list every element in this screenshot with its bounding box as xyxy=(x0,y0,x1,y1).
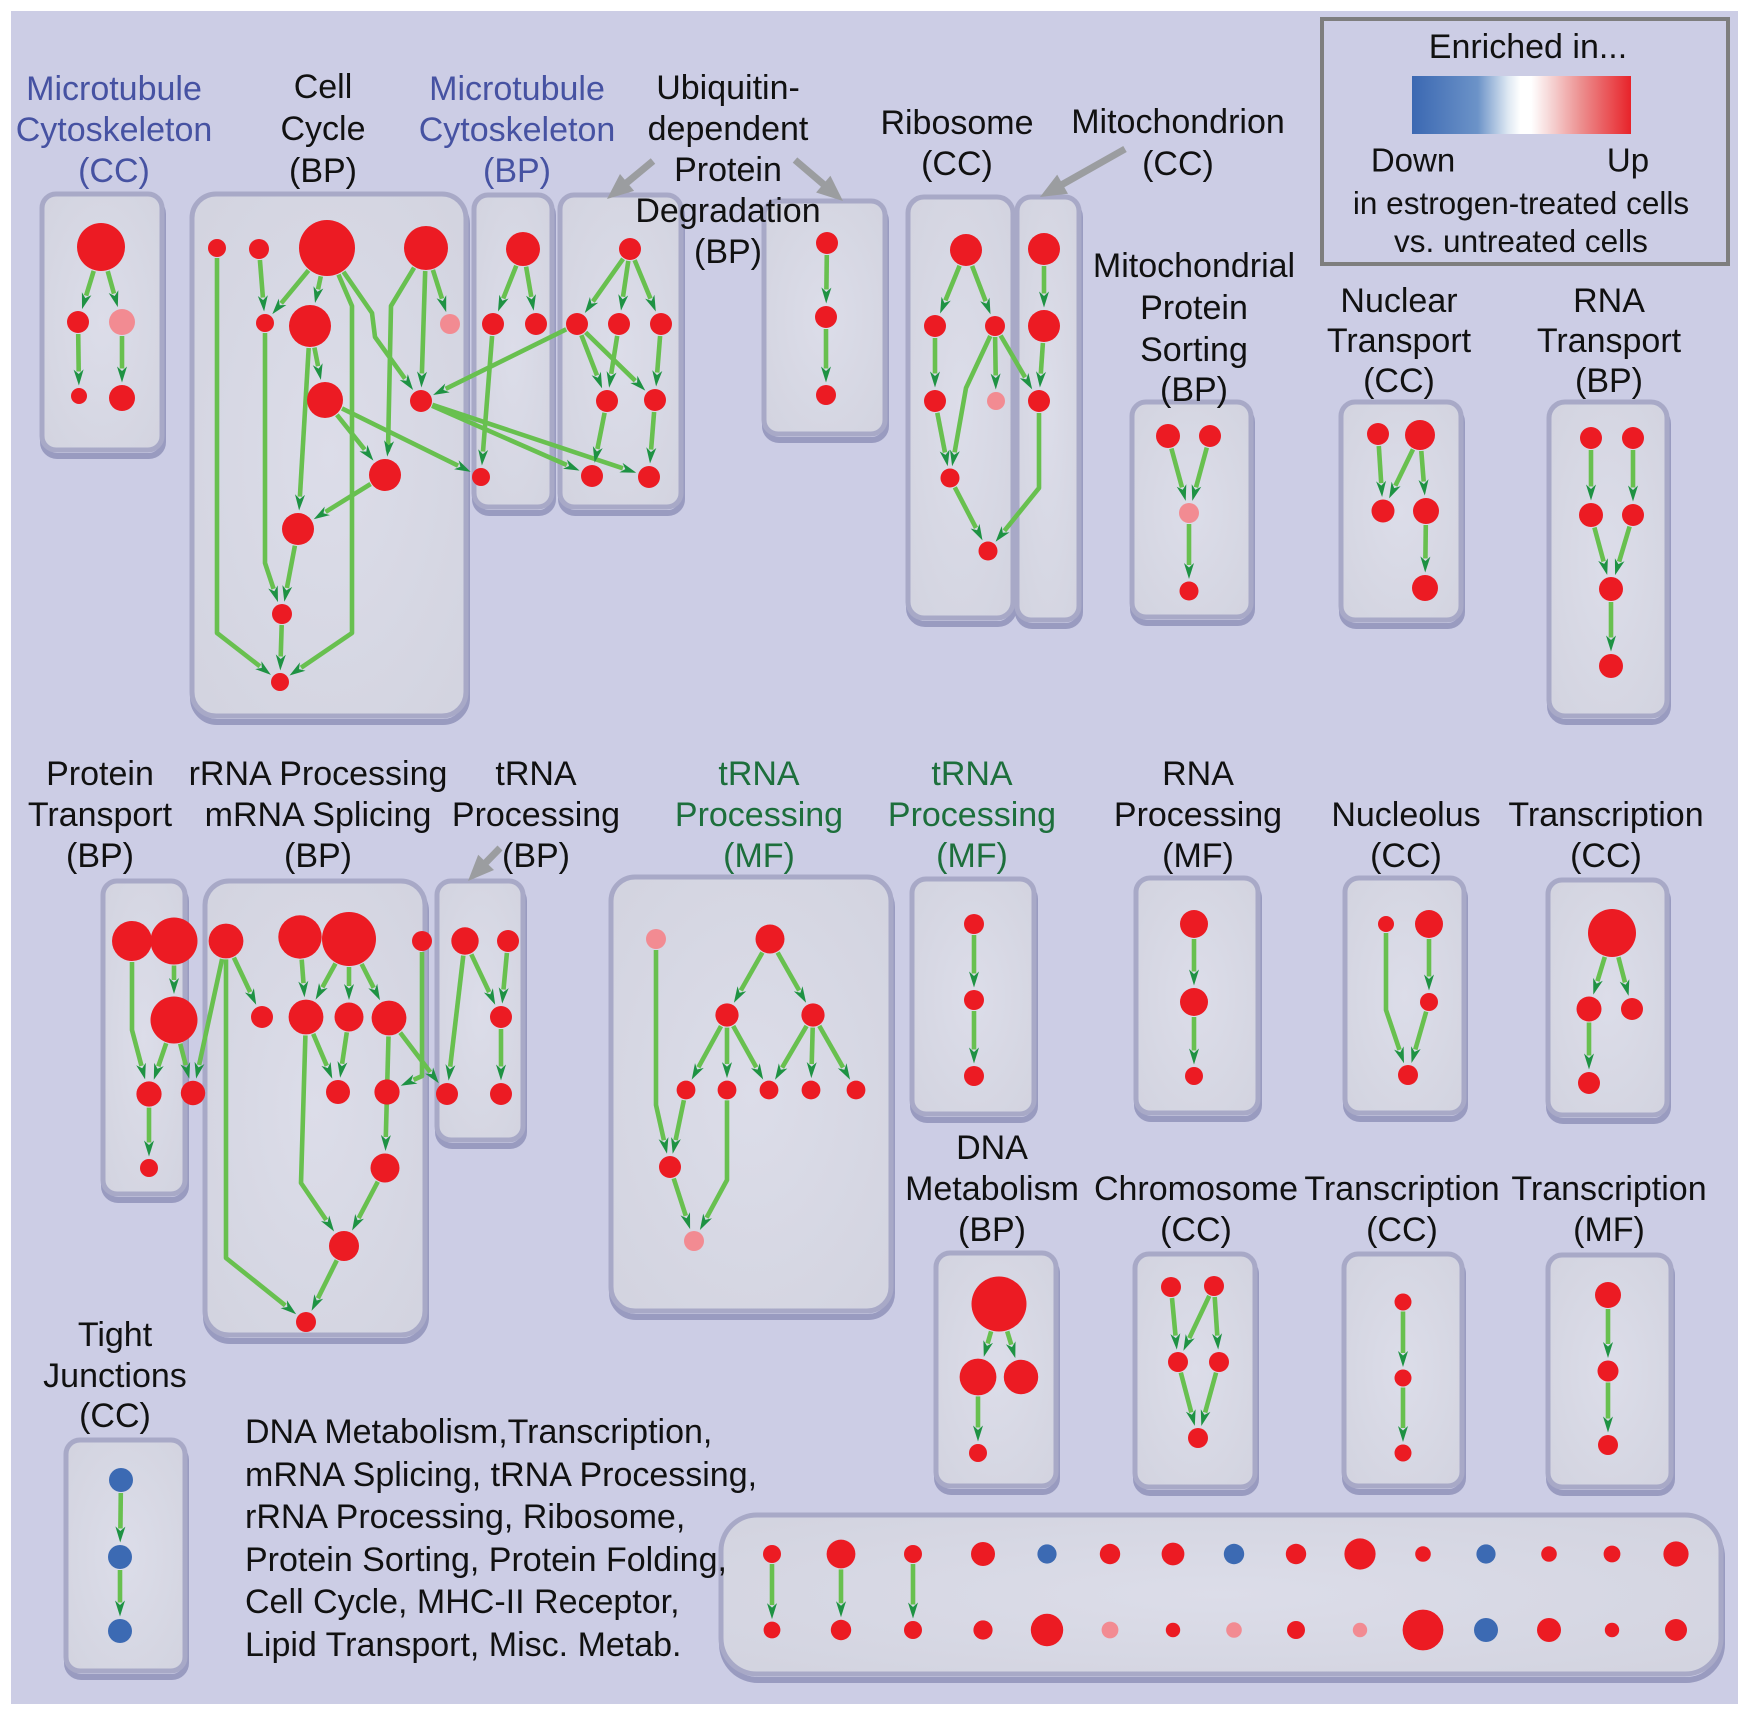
svg-text:mRNA Splicing, tRNA Processing: mRNA Splicing, tRNA Processing, xyxy=(245,1456,757,1494)
svg-text:RNA: RNA xyxy=(1162,755,1234,793)
svg-text:(MF): (MF) xyxy=(1573,1211,1645,1249)
svg-text:Mitochondrial: Mitochondrial xyxy=(1093,247,1295,285)
svg-text:mRNA Splicing: mRNA Splicing xyxy=(205,796,432,834)
svg-text:Ribosome: Ribosome xyxy=(880,104,1033,142)
svg-text:Transcription: Transcription xyxy=(1304,1170,1499,1208)
svg-text:(CC): (CC) xyxy=(921,145,993,183)
svg-text:vs. untreated cells: vs. untreated cells xyxy=(1394,223,1648,259)
svg-text:Protein: Protein xyxy=(46,755,154,793)
svg-text:tRNA: tRNA xyxy=(718,755,800,793)
svg-text:Lipid Transport, Misc. Metab.: Lipid Transport, Misc. Metab. xyxy=(245,1626,682,1664)
svg-text:Ubiquitin-: Ubiquitin- xyxy=(656,69,800,107)
svg-text:(BP): (BP) xyxy=(483,152,551,190)
svg-text:tRNA: tRNA xyxy=(931,755,1013,793)
svg-text:(MF): (MF) xyxy=(1162,837,1234,875)
svg-text:(CC): (CC) xyxy=(1370,837,1442,875)
svg-text:(BP): (BP) xyxy=(1160,371,1228,409)
svg-text:Cell: Cell xyxy=(294,68,353,106)
svg-text:(CC): (CC) xyxy=(1570,837,1642,875)
svg-text:Processing: Processing xyxy=(675,796,843,834)
svg-text:(MF): (MF) xyxy=(936,837,1008,875)
svg-text:Cytoskeleton: Cytoskeleton xyxy=(16,111,213,149)
svg-text:rRNA Processing: rRNA Processing xyxy=(189,755,448,793)
svg-text:(BP): (BP) xyxy=(1575,362,1643,400)
svg-text:(CC): (CC) xyxy=(78,152,150,190)
svg-text:Transcription: Transcription xyxy=(1511,1170,1706,1208)
svg-text:Enriched in...: Enriched in... xyxy=(1429,28,1627,66)
svg-text:(MF): (MF) xyxy=(723,837,795,875)
svg-text:Microtubule: Microtubule xyxy=(26,70,202,108)
svg-text:Processing: Processing xyxy=(452,796,620,834)
svg-text:Protein: Protein xyxy=(1140,289,1248,327)
svg-text:Transport: Transport xyxy=(1537,322,1682,360)
svg-text:Chromosome: Chromosome xyxy=(1094,1170,1298,1208)
svg-text:(CC): (CC) xyxy=(1366,1211,1438,1249)
svg-text:(BP): (BP) xyxy=(284,837,352,875)
svg-text:DNA: DNA xyxy=(956,1129,1028,1167)
svg-text:DNA Metabolism,Transcription,: DNA Metabolism,Transcription, xyxy=(245,1413,712,1451)
svg-text:(CC): (CC) xyxy=(1363,362,1435,400)
svg-text:(BP): (BP) xyxy=(66,837,134,875)
svg-text:Metabolism: Metabolism xyxy=(905,1170,1079,1208)
svg-text:Up: Up xyxy=(1607,142,1649,179)
svg-text:Transcription: Transcription xyxy=(1508,796,1703,834)
svg-text:Mitochondrion: Mitochondrion xyxy=(1071,103,1285,141)
svg-text:(CC): (CC) xyxy=(79,1397,151,1435)
svg-text:rRNA Processing, Ribosome,: rRNA Processing, Ribosome, xyxy=(245,1498,685,1536)
svg-text:Protein: Protein xyxy=(674,151,782,189)
svg-text:RNA: RNA xyxy=(1573,282,1645,320)
svg-text:tRNA: tRNA xyxy=(495,755,577,793)
svg-text:Cytoskeleton: Cytoskeleton xyxy=(419,111,616,149)
svg-text:dependent: dependent xyxy=(648,110,809,148)
svg-text:Down: Down xyxy=(1371,142,1455,179)
svg-text:Nuclear: Nuclear xyxy=(1340,282,1457,320)
svg-text:Transport: Transport xyxy=(1327,322,1472,360)
svg-text:Sorting: Sorting xyxy=(1140,331,1248,369)
svg-text:Transport: Transport xyxy=(28,796,173,834)
svg-text:Cell Cycle, MHC-II Receptor,: Cell Cycle, MHC-II Receptor, xyxy=(245,1583,680,1621)
svg-text:(BP): (BP) xyxy=(694,233,762,271)
svg-text:in estrogen-treated cells: in estrogen-treated cells xyxy=(1353,185,1689,221)
svg-text:(BP): (BP) xyxy=(289,152,357,190)
svg-text:Tight: Tight xyxy=(78,1316,153,1354)
svg-text:Microtubule: Microtubule xyxy=(429,70,605,108)
svg-text:Nucleolus: Nucleolus xyxy=(1331,796,1480,834)
svg-text:(BP): (BP) xyxy=(958,1211,1026,1249)
svg-text:Processing: Processing xyxy=(888,796,1056,834)
svg-text:Junctions: Junctions xyxy=(43,1357,187,1395)
svg-text:(CC): (CC) xyxy=(1160,1211,1232,1249)
svg-text:(BP): (BP) xyxy=(502,837,570,875)
svg-text:Degradation: Degradation xyxy=(635,192,820,230)
svg-text:Cycle: Cycle xyxy=(280,110,365,148)
svg-text:Processing: Processing xyxy=(1114,796,1282,834)
svg-text:Protein Sorting, Protein Foldi: Protein Sorting, Protein Folding, xyxy=(245,1541,727,1579)
svg-text:(CC): (CC) xyxy=(1142,145,1214,183)
